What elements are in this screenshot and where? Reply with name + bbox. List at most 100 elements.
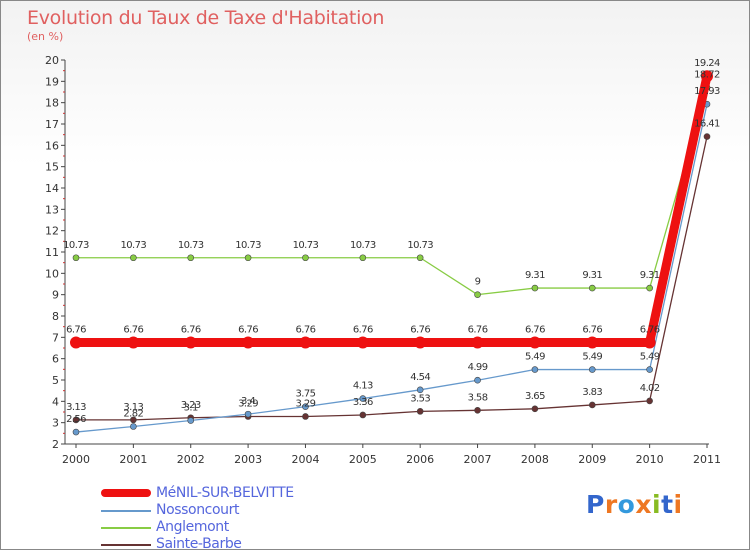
data-label-sainte-barbe: 3.36 (353, 397, 373, 408)
y-tick-label: 13 (45, 203, 59, 216)
data-point-nossoncourt (244, 410, 252, 418)
data-point-sainte-barbe (72, 416, 80, 424)
data-label-menil: 6.76 (181, 324, 201, 335)
data-label-anglemont: 10.73 (235, 240, 261, 251)
data-point-menil (299, 336, 312, 349)
chart-title: Evolution du Taux de Taxe d'Habitation (27, 7, 385, 29)
x-tick-label: 2002 (177, 453, 205, 466)
y-tick-label: 11 (45, 246, 59, 259)
data-point-menil (643, 336, 656, 349)
data-label-menil: 6.76 (525, 324, 545, 335)
data-label-nossoncourt: 3.1 (184, 403, 198, 414)
data-point-nossoncourt (302, 403, 309, 410)
data-point-anglemont (130, 254, 137, 262)
series-line-nossoncourt (75, 103, 708, 433)
x-tick-label: 2003 (234, 453, 262, 466)
data-label-sainte-barbe: 3.58 (468, 392, 488, 403)
data-point-menil (528, 336, 541, 349)
data-label-sainte-barbe: 3.29 (296, 398, 316, 409)
y-tick-label: 5 (52, 374, 59, 387)
data-point-sainte-barbe (531, 405, 539, 413)
data-label-menil: 19.24 (694, 58, 720, 69)
data-point-sainte-barbe (359, 411, 367, 419)
data-label-menil: 6.76 (66, 324, 86, 335)
data-label-nossoncourt: 5.49 (582, 352, 602, 363)
data-point-nossoncourt (474, 376, 481, 384)
logo-letter: o (617, 490, 636, 519)
data-label-sainte-barbe: 3.83 (582, 387, 602, 398)
x-tick-label: 2004 (291, 453, 319, 466)
data-point-menil (586, 336, 599, 349)
data-label-menil: 6.76 (468, 324, 488, 335)
legend-swatch-menil (101, 489, 151, 497)
x-tick-label: 2005 (349, 453, 377, 466)
data-label-anglemont: 9.31 (640, 270, 660, 281)
legend-label-sainte-barbe: Sainte-Barbe (156, 536, 242, 552)
data-point-menil (356, 336, 369, 349)
data-point-menil (184, 336, 197, 349)
logo-letter: x (635, 490, 652, 519)
x-tick-label: 2008 (521, 453, 549, 466)
legend-label-anglemont: Anglemont (156, 519, 229, 535)
data-label-nossoncourt: 4.13 (353, 381, 373, 392)
data-label-menil: 6.76 (123, 324, 143, 335)
data-point-sainte-barbe (588, 401, 596, 409)
data-label-anglemont: 10.73 (293, 240, 319, 251)
data-point-anglemont (244, 254, 252, 262)
data-label-sainte-barbe: 3.65 (525, 391, 545, 402)
y-tick-label: 9 (52, 289, 59, 302)
data-point-sainte-barbe (416, 408, 424, 415)
data-point-nossoncourt (416, 386, 424, 394)
y-tick-label: 20 (45, 54, 59, 67)
data-label-nossoncourt: 2.56 (66, 414, 86, 425)
x-tick-label: 2010 (636, 453, 664, 466)
data-label-sainte-barbe: 3.23 (181, 400, 201, 411)
data-label-sainte-barbe: 3.13 (123, 402, 143, 413)
legend-swatch-nossoncourt (101, 510, 151, 512)
data-point-menil (70, 336, 82, 349)
data-point-menil (242, 336, 255, 349)
data-label-menil: 6.76 (353, 324, 373, 335)
legend-label-menil: MéNIL-SUR-BELVITTE (156, 485, 294, 501)
data-label-menil: 6.76 (582, 324, 602, 335)
data-point-sainte-barbe (646, 397, 653, 405)
data-point-anglemont (416, 254, 424, 262)
data-point-menil (701, 70, 713, 83)
series-line-menil (71, 71, 712, 347)
x-tick-label: 2000 (62, 453, 90, 466)
data-label-nossoncourt: 3.4 (241, 396, 255, 407)
y-tick-label: 18 (45, 97, 59, 110)
data-label-anglemont: 18.72 (694, 69, 720, 80)
x-tick-label: 2006 (406, 453, 434, 466)
x-tick-label: 2007 (464, 453, 492, 466)
data-point-sainte-barbe (130, 416, 137, 424)
data-label-anglemont: 9.31 (525, 270, 545, 281)
data-point-anglemont (302, 254, 309, 262)
y-tick-label: 4 (52, 395, 59, 408)
y-tick-label: 14 (45, 182, 59, 195)
x-tick-label: 2009 (578, 453, 606, 466)
data-label-nossoncourt: 5.49 (525, 352, 545, 363)
data-label-menil: 6.76 (296, 324, 316, 335)
data-label-menil: 6.76 (410, 324, 430, 335)
y-tick-label: 2 (52, 438, 59, 451)
data-label-sainte-barbe: 3.29 (238, 398, 258, 409)
logo-letter: r (604, 490, 618, 519)
data-point-nossoncourt (588, 366, 596, 373)
data-label-nossoncourt: 4.99 (468, 362, 488, 373)
data-point-nossoncourt (187, 417, 195, 424)
data-label-sainte-barbe: 4.02 (640, 383, 660, 394)
data-label-anglemont: 10.73 (407, 240, 433, 251)
data-point-menil (471, 336, 484, 349)
data-point-anglemont (588, 284, 596, 292)
series-line-anglemont (75, 86, 708, 296)
x-tick-label: 2001 (119, 453, 147, 466)
data-label-anglemont: 10.73 (63, 240, 89, 251)
data-point-sainte-barbe (703, 133, 711, 140)
data-point-nossoncourt (646, 366, 653, 373)
logo-letter: P (586, 490, 605, 519)
data-label-nossoncourt: 17.93 (694, 86, 720, 97)
y-tick-label: 8 (52, 310, 59, 323)
